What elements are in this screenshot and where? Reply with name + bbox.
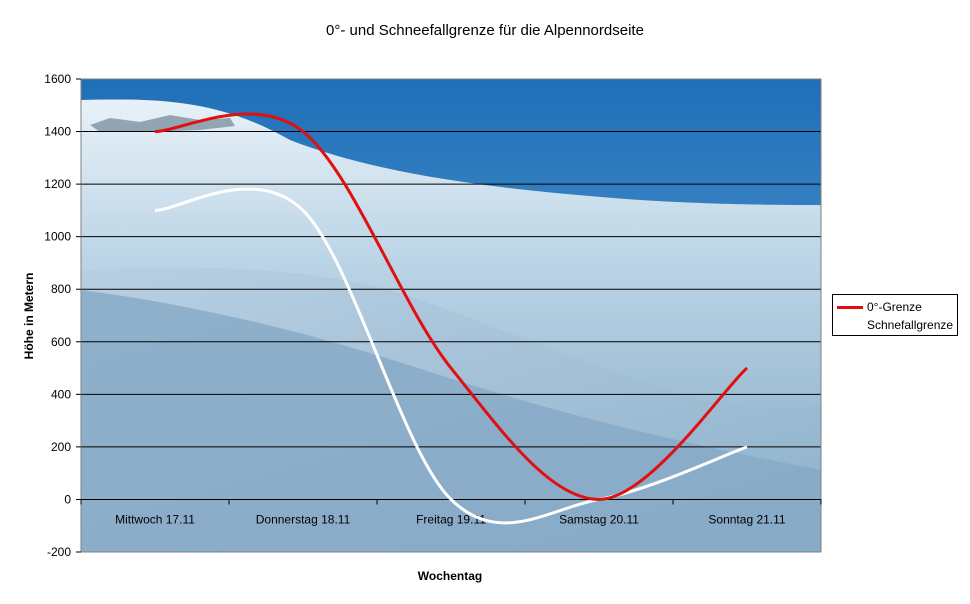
y-axis-label: Höhe in Metern xyxy=(22,272,36,360)
legend-swatch-0-grenze xyxy=(837,305,863,309)
legend: 0°-Grenze Schnefallgrenze xyxy=(832,294,958,336)
y-tick-label: 1000 xyxy=(44,230,71,244)
y-tick-label: 0 xyxy=(64,492,71,506)
chart-title: 0°- und Schneefallgrenze für die Alpenno… xyxy=(326,22,644,39)
y-tick-label: 400 xyxy=(51,387,71,401)
x-tick-label: Sonntag 21.11 xyxy=(708,512,786,526)
y-tick-label: 600 xyxy=(51,335,71,349)
legend-swatch-schnefallgrenze xyxy=(837,323,863,327)
x-axis-label: Wochentag xyxy=(417,569,483,583)
x-tick-label: Freitag 19.11 xyxy=(416,512,486,526)
legend-label-0-grenze: 0°-Grenze xyxy=(867,300,922,314)
y-tick-label: 1600 xyxy=(44,72,71,86)
y-tick-label: 800 xyxy=(51,282,71,296)
background-photo xyxy=(81,79,821,552)
y-tick-label: 1200 xyxy=(44,177,71,191)
series-layer xyxy=(154,112,748,525)
x-tick-label: Donnerstag 18.11 xyxy=(256,512,351,526)
series-line-0-grenze xyxy=(154,112,748,501)
y-tick-label: 200 xyxy=(51,440,71,454)
plot-area-border xyxy=(80,78,822,553)
x-tick-label: Mittwoch 17.11 xyxy=(115,512,195,526)
y-axis-ticks: 1600 1400 1200 1000 800 600 400 200 0 -200 xyxy=(44,72,81,559)
y-tick-label: -200 xyxy=(47,545,71,559)
x-axis-ticks: Mittwoch 17.11 Donnerstag 18.11 Freitag 19… xyxy=(80,499,822,526)
y-tick-label: 1400 xyxy=(44,125,71,139)
legend-label-schnefallgrenze: Schnefallgrenze xyxy=(867,318,954,332)
x-tick-label: Samstag 20.11 xyxy=(559,512,639,526)
legend-item-schnefallgrenze: Schnefallgrenze xyxy=(837,317,953,333)
series-line-schnefallgrenze xyxy=(154,187,748,525)
legend-item-0-grenze: 0°-Grenze xyxy=(837,299,922,315)
